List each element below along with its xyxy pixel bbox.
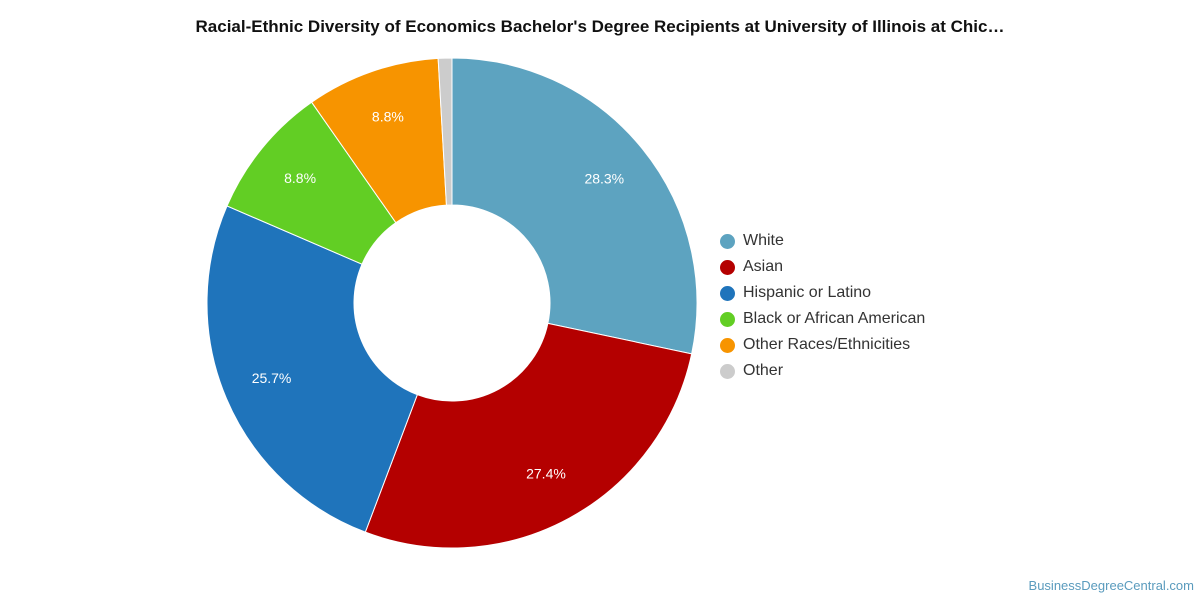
legend-item-hispanic-or-latino[interactable]: Hispanic or Latino [720,280,925,306]
chart-title: Racial-Ethnic Diversity of Economics Bac… [195,17,1005,36]
legend-label: Other Races/Ethnicities [743,336,911,353]
legend-swatch-icon [720,311,735,327]
slice-label-asian: 27.4% [526,466,566,482]
legend-item-other-races-ethnicities[interactable]: Other Races/Ethnicities [720,332,925,358]
legend-swatch-icon [720,363,735,379]
slice-hispanic-or-latino[interactable] [206,205,418,533]
legend: White Asian Hispanic or Latino Black or Afr… [720,228,925,384]
slice-label-white: 28.3% [584,170,624,186]
legend-swatch-icon [720,285,735,301]
slice-white[interactable] [451,57,698,355]
slice-labels-group: 28.3% 27.4% 25.7% 8.8% 8.8% [252,108,624,481]
slice-label-hispanic-or-latino: 25.7% [252,370,292,386]
legend-label: Asian [743,258,784,275]
legend-label: Other [743,362,784,379]
source-credit[interactable]: BusinessDegreeCentral.com [1028,578,1194,593]
slice-other[interactable] [437,57,453,206]
legend-item-black-or-african-american[interactable]: Black or African American [720,306,925,332]
legend-label: White [743,232,784,249]
legend-item-asian[interactable]: Asian [720,254,925,280]
legend-swatch-icon [720,233,735,249]
legend-label: Black or African American [743,310,926,327]
legend-swatch-icon [720,337,735,353]
slice-label-black-or-african-american: 8.8% [284,170,316,186]
legend-label: Hispanic or Latino [743,284,872,301]
legend-item-other[interactable]: Other [720,358,925,384]
slice-label-other-races-ethnicities: 8.8% [372,108,404,124]
legend-item-white[interactable]: White [720,228,925,254]
slice-asian[interactable] [364,322,693,549]
slices-group [206,57,698,549]
legend-swatch-icon [720,259,735,275]
